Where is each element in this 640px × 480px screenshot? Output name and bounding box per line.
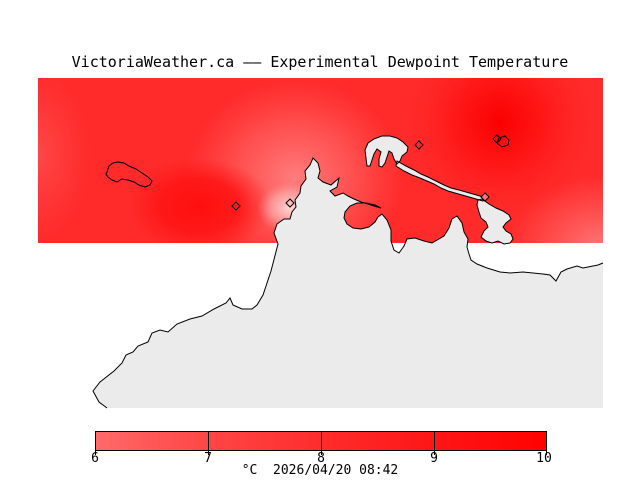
west-island-outline bbox=[105, 161, 153, 188]
station-marker bbox=[480, 192, 490, 202]
dewpoint-light-left bbox=[38, 78, 93, 243]
station-marker bbox=[414, 140, 424, 150]
colorbar-tick-label: 7 bbox=[204, 451, 212, 466]
dewpoint-dark-blob bbox=[128, 158, 272, 243]
spit-coastline bbox=[395, 160, 485, 202]
colorbar-tick-label: 6 bbox=[91, 451, 99, 466]
north-island-coastline bbox=[364, 135, 409, 168]
colorbar-tick-label: 9 bbox=[430, 451, 438, 466]
station-marker bbox=[231, 201, 241, 211]
colorbar bbox=[95, 431, 547, 455]
colorbar-tick-label: 10 bbox=[536, 451, 552, 466]
north-island-fill bbox=[365, 136, 408, 167]
colorbar-tick-label: 8 bbox=[317, 451, 325, 466]
station-marker bbox=[285, 198, 295, 208]
hook-islet-coastline bbox=[476, 198, 514, 245]
station-marker bbox=[492, 134, 502, 144]
colorbar-caption: °C 2026/04/20 08:42 bbox=[241, 463, 399, 478]
mainland-fill bbox=[93, 158, 603, 408]
mainland-coastline bbox=[92, 157, 604, 409]
hook-islet-fill bbox=[477, 199, 513, 244]
dewpoint-hot-spot bbox=[400, 78, 600, 214]
dewpoint-light-right bbox=[506, 175, 603, 243]
page-title: VictoriaWeather.ca —— Experimental Dewpo… bbox=[71, 53, 569, 71]
station-markers bbox=[231, 134, 502, 211]
coastlines bbox=[92, 135, 604, 409]
